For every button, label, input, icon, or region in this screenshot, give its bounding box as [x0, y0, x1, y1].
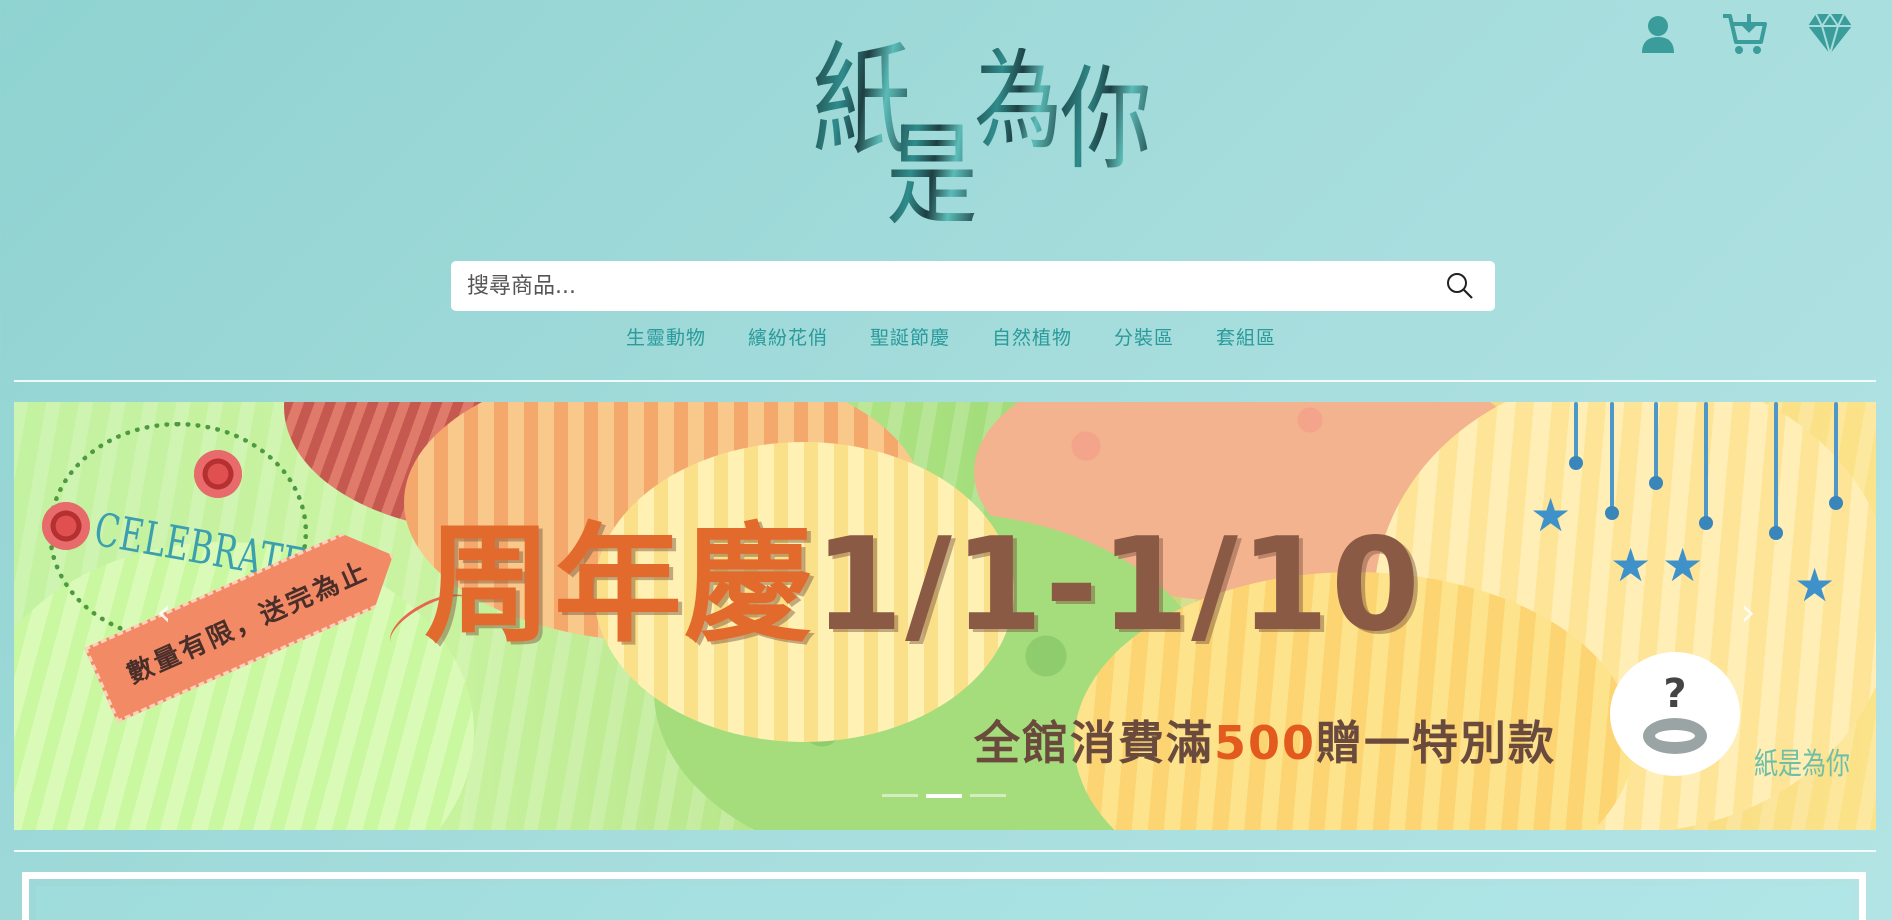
diamond-icon[interactable] [1806, 10, 1854, 58]
mystery-gift-bubble: ? [1610, 652, 1740, 776]
header-icons [1634, 10, 1854, 58]
logo-glyph: 你 [1060, 55, 1152, 185]
carousel-indicator[interactable] [882, 794, 918, 797]
content-panel-body [36, 886, 1852, 920]
subline-amount: 500 [1214, 716, 1317, 770]
drip-decoration [1699, 402, 1713, 530]
category-link[interactable]: 自然植物 [992, 327, 1073, 349]
category-link[interactable]: 聖誕節慶 [869, 327, 950, 349]
tape-roll-icon [1643, 718, 1707, 754]
rose-icon [42, 502, 90, 550]
star-icon: ★ [1662, 538, 1704, 592]
banner-headline: 周年慶1/1-1/10 [424, 522, 1422, 650]
star-icon: ★ [1610, 538, 1652, 592]
content-panel [22, 872, 1866, 920]
search-icon [1447, 273, 1473, 299]
star-icon: ★ [1794, 558, 1836, 612]
category-link[interactable]: 繽紛花俏 [747, 327, 828, 349]
drip-decoration [1605, 402, 1619, 520]
cart-icon[interactable] [1720, 10, 1768, 58]
search-input[interactable] [451, 261, 1425, 311]
user-icon[interactable] [1634, 10, 1682, 58]
carousel-indicators [882, 794, 1006, 798]
promo-banner[interactable]: CELEBRATE ★ ★ ★ ★ 數量有限，送完為止 周年慶1/1-1/10 … [14, 402, 1876, 830]
subline-text: 贈一特別款 [1316, 716, 1557, 770]
carousel-indicator[interactable] [970, 794, 1006, 797]
category-link[interactable]: 套組區 [1216, 327, 1277, 349]
banner-decoration [594, 442, 1014, 742]
search-bar [451, 261, 1495, 311]
category-link[interactable]: 生靈動物 [625, 327, 706, 349]
search-button[interactable] [1425, 261, 1495, 311]
banner-subline: 全館消費滿500贈一特別款 [974, 720, 1556, 766]
divider [14, 380, 1876, 382]
banner-decoration [1074, 572, 1634, 830]
divider [14, 850, 1876, 852]
subline-text: 全館消費滿 [974, 716, 1214, 770]
rose-icon [194, 450, 242, 498]
site-logo[interactable]: 紙 是 為 你 [812, 30, 1162, 241]
drip-decoration [1829, 402, 1843, 510]
drip-decoration [1569, 402, 1583, 470]
logo-glyph: 是 [886, 111, 978, 241]
headline-title: 周年慶 [424, 511, 815, 660]
carousel-prev-button[interactable]: ‹ [156, 590, 172, 634]
carousel-indicator[interactable] [926, 794, 962, 798]
banner-watermark: 紙是為你 [1754, 747, 1850, 782]
headline-dates: 1/1-1/10 [814, 511, 1422, 660]
category-link[interactable]: 分裝區 [1114, 327, 1175, 349]
logo-glyph: 紙 [812, 30, 913, 172]
logo-glyph: 為 [974, 39, 1063, 164]
drip-decoration [1649, 402, 1663, 490]
question-mark-icon: ? [1663, 671, 1687, 717]
drip-decoration [1769, 402, 1783, 540]
star-icon: ★ [1530, 488, 1572, 542]
category-nav: 生靈動物 繽紛花俏 聖誕節慶 自然植物 分裝區 套組區 [0, 323, 1892, 350]
carousel-next-button[interactable]: › [1740, 590, 1756, 634]
